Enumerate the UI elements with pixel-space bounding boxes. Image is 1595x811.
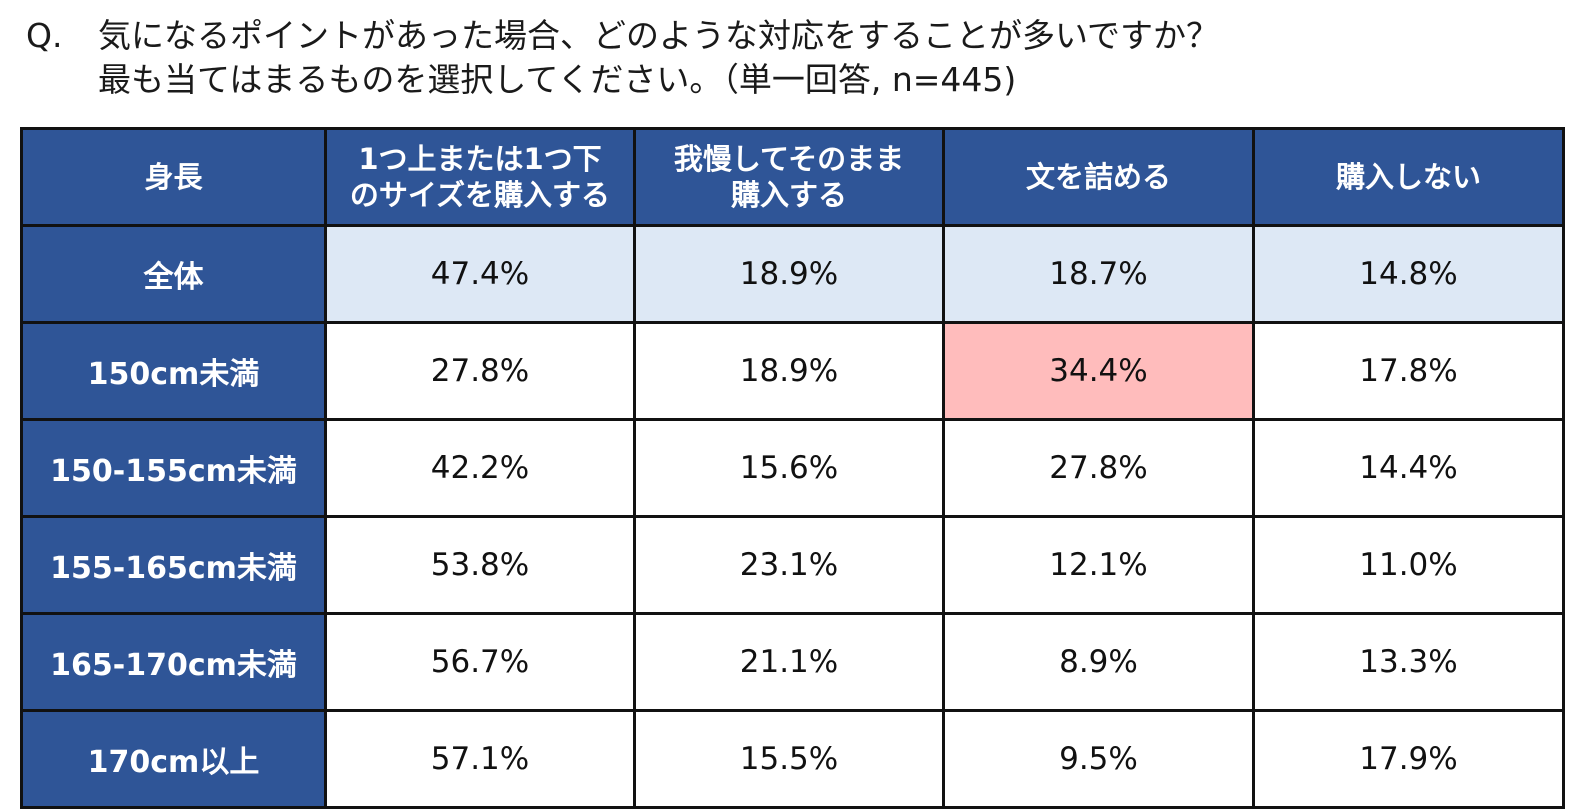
table-cell: 14.8% xyxy=(1252,224,1565,324)
row-label: 全体 xyxy=(20,224,327,324)
table-cell: 17.8% xyxy=(1252,321,1565,421)
column-header-buy-as-is: 我慢してそのまま 購入する xyxy=(633,127,945,227)
table-row-overall: 全体 47.4% 18.9% 18.7% 14.8% xyxy=(20,224,1565,324)
table-cell: 53.8% xyxy=(324,515,636,615)
row-label: 165-170cm未満 xyxy=(20,612,327,712)
table-cell: 18.9% xyxy=(633,224,945,324)
row-label: 150-155cm未満 xyxy=(20,418,327,518)
table-cell: 21.1% xyxy=(633,612,945,712)
column-header-no-purchase: 購入しない xyxy=(1252,127,1565,227)
table-cell: 57.1% xyxy=(324,709,636,809)
table-cell: 18.7% xyxy=(942,224,1255,324)
table-cell: 13.3% xyxy=(1252,612,1565,712)
table-cell: 23.1% xyxy=(633,515,945,615)
column-header-size-change: 1つ上または1つ下 のサイズを購入する xyxy=(324,127,636,227)
column-header-height: 身長 xyxy=(20,127,327,227)
results-table: 身長 1つ上または1つ下 のサイズを購入する 我慢してそのまま 購入する 文を詰… xyxy=(20,127,1565,809)
table-cell: 9.5% xyxy=(942,709,1255,809)
table-cell: 18.9% xyxy=(633,321,945,421)
table-cell: 8.9% xyxy=(942,612,1255,712)
table-row: 150-155cm未満 42.2% 15.6% 27.8% 14.4% xyxy=(20,418,1565,518)
table-cell: 14.4% xyxy=(1252,418,1565,518)
question-prefix: Q. xyxy=(26,16,63,55)
table-cell: 15.6% xyxy=(633,418,945,518)
question-text-line-2: 最も当てはまるものを選択してください。（単一回答, n=445) xyxy=(98,60,1017,99)
table-cell: 47.4% xyxy=(324,224,636,324)
question-text-line-1: 気になるポイントがあった場合、どのような対応をすることが多いですか？ xyxy=(98,16,1220,55)
table-row: 170cm以上 57.1% 15.5% 9.5% 17.9% xyxy=(20,709,1565,809)
table-cell: 42.2% xyxy=(324,418,636,518)
table-cell: 27.8% xyxy=(942,418,1255,518)
table-row: 150cm未満 27.8% 18.9% 34.4% 17.8% xyxy=(20,321,1565,421)
row-label: 150cm未満 xyxy=(20,321,327,421)
table-cell: 17.9% xyxy=(1252,709,1565,809)
table-cell: 12.1% xyxy=(942,515,1255,615)
table-cell: 27.8% xyxy=(324,321,636,421)
row-label: 155-165cm未満 xyxy=(20,515,327,615)
column-header-alter: 文を詰める xyxy=(942,127,1255,227)
table-cell: 15.5% xyxy=(633,709,945,809)
table-row: 165-170cm未満 56.7% 21.1% 8.9% 13.3% xyxy=(20,612,1565,712)
table-cell: 56.7% xyxy=(324,612,636,712)
table-row: 155-165cm未満 53.8% 23.1% 12.1% 11.0% xyxy=(20,515,1565,615)
row-label: 170cm以上 xyxy=(20,709,327,809)
table-cell: 11.0% xyxy=(1252,515,1565,615)
header-row: 身長 1つ上または1つ下 のサイズを購入する 我慢してそのまま 購入する 文を詰… xyxy=(20,127,1565,227)
highlighted-table-cell: 34.4% xyxy=(942,321,1255,421)
